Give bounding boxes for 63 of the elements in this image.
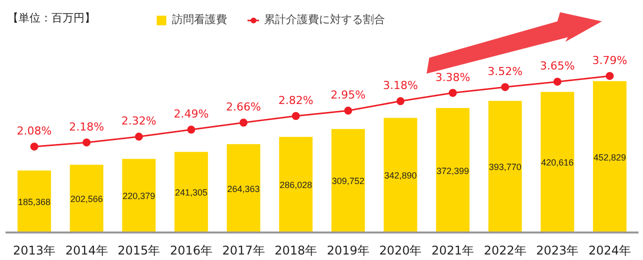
x-tick-label: 2017年 — [222, 244, 265, 258]
data-label: 2.32% — [121, 114, 156, 128]
point — [553, 78, 562, 86]
x-tick-label: 2016年 — [170, 244, 212, 258]
point — [240, 118, 248, 127]
data-label: 372,399 — [436, 166, 470, 176]
x-tick-label: 2021年 — [432, 244, 474, 258]
bar — [279, 136, 313, 232]
data-label: 2.95% — [330, 88, 366, 102]
data-label: 420,616 — [541, 158, 574, 168]
x-tick-label: 2019年 — [326, 244, 370, 258]
x-tick-label: 2014年 — [65, 244, 108, 258]
data-label: 2.18% — [69, 120, 104, 134]
point — [30, 142, 38, 151]
bar — [122, 158, 156, 232]
x-tick-label: 2024年 — [588, 244, 632, 258]
data-label: 3.65% — [540, 60, 575, 73]
x-tick-label: 2020年 — [379, 244, 422, 258]
bar — [226, 144, 260, 232]
point — [134, 132, 143, 141]
bar — [384, 118, 418, 232]
bar — [70, 164, 104, 232]
data-label: 342,890 — [384, 170, 417, 181]
point — [292, 112, 300, 120]
x-tick-label: 2018年 — [274, 244, 318, 258]
point — [396, 97, 404, 106]
data-label: 309,752 — [332, 176, 364, 186]
bar — [488, 100, 522, 232]
point — [448, 88, 457, 97]
data-label: 2.08% — [16, 124, 52, 138]
bar — [331, 128, 365, 232]
data-label: 202,566 — [70, 194, 103, 204]
point — [187, 126, 196, 134]
data-label: 2.82% — [278, 94, 314, 108]
data-label: 2.49% — [174, 108, 209, 121]
point — [82, 138, 91, 146]
data-label: 3.52% — [488, 65, 523, 78]
data-label: 241,305 — [174, 188, 208, 198]
bar — [436, 108, 470, 232]
x-tick-label: 2015年 — [118, 244, 160, 258]
bar — [18, 170, 52, 232]
text: 【単位：百万円】 — [8, 12, 96, 24]
point — [344, 106, 352, 115]
legend-label: 訪問看護費 — [172, 12, 227, 27]
data-label: 220,379 — [122, 191, 156, 202]
bar — [540, 92, 574, 232]
data-label: 264,363 — [227, 184, 260, 194]
data-label: 185,368 — [18, 197, 51, 208]
data-label: 3.18% — [383, 79, 418, 92]
point — [606, 72, 614, 80]
bar — [592, 81, 626, 232]
legend-label: 累計介護費に対する割合 — [264, 12, 385, 27]
data-label: 286,028 — [280, 180, 312, 190]
x-tick-label: 2023年 — [536, 244, 579, 258]
x-tick-label: 2013年 — [13, 244, 56, 258]
data-label: 3.79% — [592, 54, 628, 67]
data-label: 3.38% — [435, 70, 470, 84]
bar — [174, 152, 208, 232]
point — [501, 83, 510, 92]
data-label: 2.66% — [226, 100, 262, 114]
x-tick-label: 2022年 — [484, 244, 526, 258]
data-label: 452,829 — [593, 152, 626, 162]
data-label: 393,770 — [488, 162, 522, 172]
